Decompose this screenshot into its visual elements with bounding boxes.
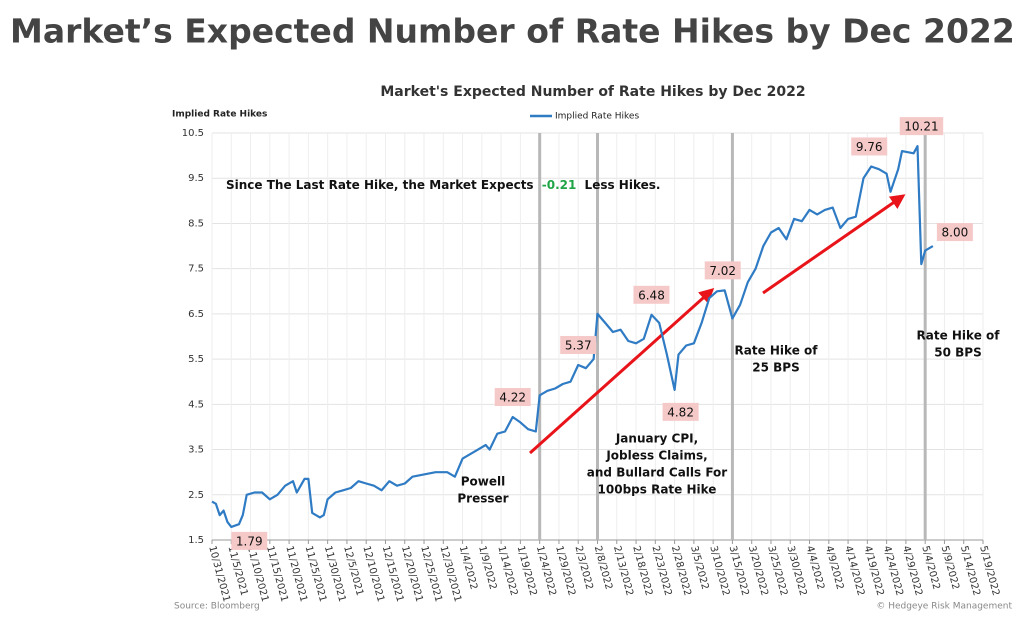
y-axis-label: Implied Rate Hikes xyxy=(172,110,267,120)
callout-box xyxy=(851,137,888,156)
page-title: Market’s Expected Number of Rate Hikes b… xyxy=(10,12,1015,51)
callout-label: 9.76 xyxy=(856,140,883,154)
callout-box xyxy=(494,387,531,406)
annotation: January CPI, xyxy=(615,432,698,446)
note-value: -0.21 xyxy=(542,178,577,192)
callout-box xyxy=(560,335,597,354)
x-tick-label: 1/14/2022 xyxy=(495,545,519,597)
x-tick-label: 1/4/2022 xyxy=(457,545,479,591)
annotation: Rate Hike of xyxy=(917,329,1001,343)
credit: © Hedgeye Risk Management xyxy=(876,602,1012,612)
annotation: Powell xyxy=(461,475,506,489)
note-text: Since The Last Rate Hike, the Market Exp… xyxy=(226,178,534,192)
annotation: 25 BPS xyxy=(752,361,799,375)
y-tick-label: 4.5 xyxy=(188,399,204,410)
annotation: 100bps Rate Hike xyxy=(598,483,717,497)
x-tick-label: 2/3/2022 xyxy=(572,545,594,591)
callout-box xyxy=(633,285,670,304)
x-tick-label: 3/10/2022 xyxy=(707,545,731,597)
callout-label: 4.82 xyxy=(667,405,694,419)
y-tick-label: 5.5 xyxy=(188,354,204,365)
callout-label: 10.21 xyxy=(904,120,938,134)
x-tick-label: 4/14/2022 xyxy=(842,545,866,597)
annotation: 50 BPS xyxy=(934,346,981,360)
legend-label: Implied Rate Hikes xyxy=(555,112,639,122)
annotation: Presser xyxy=(457,492,508,506)
y-tick-label: 8.5 xyxy=(188,218,204,229)
x-tick-label: 3/5/2022 xyxy=(688,545,710,591)
x-tick-label: 4/4/2022 xyxy=(804,545,826,591)
annotation: and Bullard Calls For xyxy=(587,466,728,480)
trend-arrow xyxy=(762,194,906,295)
callout-box xyxy=(936,223,973,242)
annotation: Jobless Claims, xyxy=(605,449,707,463)
callout-box xyxy=(662,402,699,421)
note: Since The Last Rate Hike, the Market Exp… xyxy=(226,178,660,192)
x-tick-label: 5/14/2022 xyxy=(958,545,982,597)
annotation: Rate Hike of xyxy=(735,344,819,358)
callout-label: 5.37 xyxy=(565,338,592,352)
x-tick-label: 1/9/2022 xyxy=(476,545,498,591)
x-tick-label: 2/8/2022 xyxy=(592,545,614,591)
x-tick-label: 5/9/2022 xyxy=(939,545,961,591)
callout-label: 7.02 xyxy=(709,264,736,278)
callout-label: 4.22 xyxy=(499,390,526,404)
callout-label: 8.00 xyxy=(942,226,969,240)
callout-box xyxy=(899,117,944,136)
callout-box xyxy=(231,531,268,550)
x-tick-label: 2/13/2022 xyxy=(611,545,635,597)
callout-label: 1.79 xyxy=(236,534,263,548)
series-line xyxy=(211,145,934,528)
callout-box xyxy=(704,261,741,280)
x-tick-label: 5/4/2022 xyxy=(919,545,941,591)
y-tick-label: 9.5 xyxy=(188,173,204,184)
y-tick-label: 7.5 xyxy=(188,264,204,275)
note-text: Less Hikes. xyxy=(585,178,661,192)
y-tick-label: 1.5 xyxy=(188,535,204,546)
y-tick-label: 2.5 xyxy=(188,490,204,501)
source: Source: Bloomberg xyxy=(174,602,260,612)
chart-title: Market's Expected Number of Rate Hikes b… xyxy=(380,84,805,100)
y-tick-label: 6.5 xyxy=(188,309,204,320)
callout-label: 6.48 xyxy=(638,288,665,302)
trend-arrow xyxy=(528,287,715,455)
y-tick-label: 10.5 xyxy=(182,128,204,139)
x-tick-label: 4/9/2022 xyxy=(823,545,845,591)
y-tick-label: 3.5 xyxy=(188,445,204,456)
